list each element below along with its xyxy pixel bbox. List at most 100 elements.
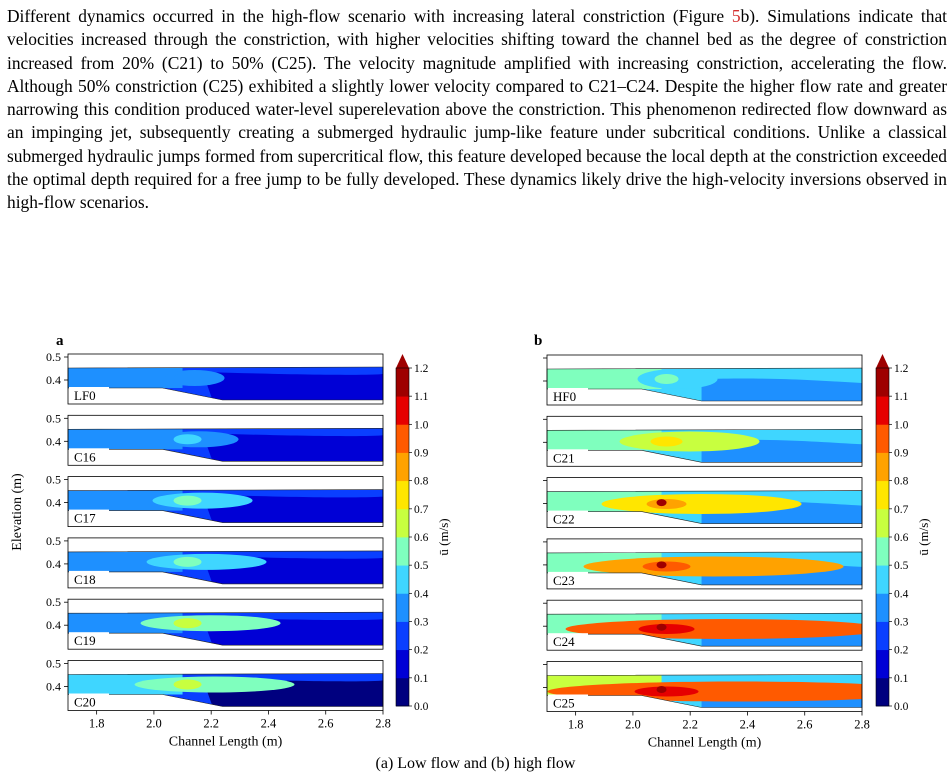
colorbar-tick-label: 0.0 [414, 701, 429, 713]
y-tick-label: 0.5 [46, 350, 61, 364]
colorbar-segment [396, 537, 409, 566]
subplot-label-box [69, 387, 109, 403]
colorbar-segment [396, 621, 409, 651]
colorbar-segment [396, 565, 409, 594]
colorbar-segment [396, 677, 409, 707]
x-tick-label: 2.2 [203, 717, 219, 731]
figure-caption: (a) Low flow and (b) high flow [375, 755, 576, 772]
y-tick-label: 0.5 [46, 534, 61, 548]
x-tick-label: 2.6 [797, 718, 813, 732]
x-tick-label: 1.8 [568, 718, 584, 732]
subplot-label: C20 [74, 695, 96, 710]
velocity-peak [173, 556, 202, 567]
velocity-core [656, 623, 667, 631]
subplot-label-box [69, 632, 109, 649]
colorbar-tick-label: 0.4 [414, 588, 429, 600]
contour-subplot-c24 [543, 599, 863, 651]
colorbar-tick-label: 0.0 [894, 701, 909, 713]
subplot-label-box [548, 388, 588, 404]
subplot-frame [546, 415, 863, 467]
x-tick-label: 2.4 [740, 718, 756, 732]
y-axis-label: Elevation (m) [10, 473, 25, 551]
contour-subplot-c19 [64, 598, 384, 650]
subplot-label-box [69, 448, 109, 465]
panel-label: b [534, 333, 542, 349]
velocity-peak [642, 561, 691, 572]
colorbar-tick-label: 1.0 [414, 419, 429, 431]
velocity-peak [173, 495, 202, 506]
subplot-frame [67, 537, 384, 589]
velocity-peak [173, 373, 202, 383]
colorbar-segment [876, 537, 889, 566]
velocity-core [656, 561, 667, 569]
slow-zone [202, 433, 383, 462]
subplot-label: C19 [74, 633, 96, 648]
colorbar-segment [396, 368, 409, 397]
colorbar-tick-label: 0.7 [894, 504, 909, 516]
subplot-frame [67, 353, 384, 405]
x-tick-label: 2.8 [375, 717, 391, 731]
colorbar-segment [876, 593, 889, 622]
x-tick-label: 2.2 [682, 718, 698, 732]
subplot-frame [546, 354, 863, 406]
x-tick-label: 2.4 [261, 717, 277, 731]
subplot-label: C23 [553, 573, 575, 588]
subplot-label: C16 [74, 449, 96, 464]
upstream-flow [68, 429, 183, 450]
subplot-label: HF0 [553, 389, 576, 404]
subplot-label: C21 [553, 450, 575, 465]
subplot-label-box [548, 449, 588, 466]
colorbar-segment [396, 452, 409, 482]
velocity-plume [619, 431, 760, 452]
colorbar-tick-label: 0.1 [894, 673, 909, 685]
colorbar-tick-label: 0.6 [894, 532, 909, 544]
subplot-label-box [548, 510, 588, 527]
upstream-flow [68, 613, 183, 634]
y-tick-label: 0.4 [46, 434, 61, 448]
colorbar-segment [876, 396, 889, 425]
colorbar-tick-label: 0.4 [894, 588, 909, 600]
colorbar-label: ū (m/s) [916, 518, 931, 555]
colorbar-tick-label: 1.0 [894, 419, 909, 431]
colorbar-segment [396, 508, 409, 538]
colorbar-segment [396, 593, 409, 622]
colorbar-segment [876, 480, 889, 510]
colorbar-segment [876, 565, 889, 594]
subplot-label: C24 [553, 634, 575, 649]
subplot-label-box [548, 571, 588, 588]
colorbar-extend-arrow [876, 354, 889, 368]
velocity-plume [152, 492, 253, 509]
velocity-plume [547, 681, 862, 702]
velocity-peak [646, 499, 687, 509]
contour-subplot-c17 [64, 476, 384, 528]
upstream-flow [68, 368, 183, 388]
colorbar-segment [876, 424, 889, 453]
colorbar-tick-label: 0.3 [414, 617, 429, 629]
velocity-plume [146, 553, 267, 570]
colorbar-tick-label: 0.9 [414, 448, 429, 460]
body-paragraph: Different dynamics occurred in the high-… [7, 5, 947, 215]
colorbar-tick-label: 0.8 [414, 476, 429, 488]
velocity-plume [601, 494, 802, 514]
velocity-peak [173, 434, 202, 445]
subplot-label: C25 [553, 696, 575, 711]
x-tick-label: 2.0 [625, 718, 641, 732]
colorbar-tick-label: 0.2 [414, 645, 429, 657]
upstream-flow [68, 490, 183, 511]
subplot-label: C18 [74, 572, 96, 587]
subplot-frame [546, 599, 863, 651]
velocity-peak [654, 374, 679, 384]
y-tick-label: 0.5 [46, 657, 61, 671]
colorbar-tick-label: 0.3 [894, 617, 909, 629]
figure-reference-link[interactable]: 5 [731, 6, 741, 26]
contour-subplot-c23 [543, 538, 863, 590]
subplot-frame [546, 538, 863, 590]
paragraph-text-end: b). Simulations indicate that velocities… [7, 6, 947, 213]
y-tick-label: 0.5 [46, 595, 61, 609]
upstream-flow [68, 551, 183, 572]
colorbar-tick-label: 1.2 [894, 363, 909, 375]
colorbar-segment [396, 649, 409, 679]
subplot-frame [67, 598, 384, 650]
colorbar-segment [876, 677, 889, 707]
velocity-core [656, 686, 667, 693]
